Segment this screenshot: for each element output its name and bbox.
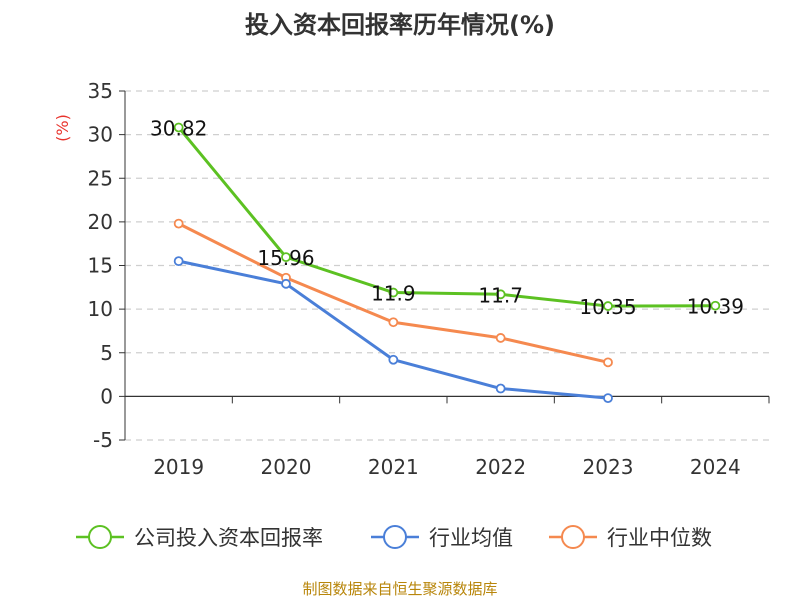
data-point [495,289,506,300]
x-tick-label: 2020 [261,455,312,479]
legend-label: 行业中位数 [607,526,712,550]
data-label: 10.39 [687,295,744,319]
y-tick-label: 25 [88,166,113,190]
data-point [603,393,613,404]
chart-title: 投入资本回报率历年情况(%) [245,11,555,39]
axes: -5 0 5 10 15 20 25 30 35 2019 2020 2021 2022 2023 2024 [88,79,770,479]
data-point [173,256,184,267]
y-tick-label: 20 [88,210,113,234]
x-tick-label: 2023 [583,455,634,479]
data-point [173,122,184,133]
data-point [710,300,721,311]
data-label: 11.9 [371,282,416,306]
data-point [603,357,613,368]
data-label: 11.7 [478,283,523,307]
data-label: 10.35 [579,295,636,319]
data-labels: 30.82 15.96 11.9 11.7 10.35 10.39 [150,116,744,319]
x-tick-label: 2019 [153,455,204,479]
legend-label: 公司投入资本回报率 [134,526,323,550]
data-point [281,252,291,263]
legend-item[interactable]: 公司投入资本回报率 [76,525,323,550]
y-tick-label: 30 [88,123,113,147]
x-tick-label: 2021 [368,455,419,479]
x-tick-label: 2024 [690,455,741,479]
data-point [388,287,399,298]
legend-label: 行业均值 [429,526,513,550]
data-point [388,317,399,328]
y-tick-label: 5 [100,341,113,365]
data-source-note: 制图数据来自恒生聚源数据库 [302,580,497,598]
data-point [603,301,613,311]
legend[interactable]: 公司投入资本回报率 行业均值 行业中位数 [76,525,712,550]
legend-marker [88,525,112,549]
y-tick-label: -5 [93,428,113,452]
data-point [281,278,291,289]
legend-marker [383,525,407,549]
y-tick-label: 35 [88,79,113,103]
grid-lines [125,90,769,441]
data-point [495,383,506,394]
data-point [495,333,506,343]
legend-item[interactable]: 行业中位数 [549,525,712,550]
data-point [388,354,399,365]
legend-marker [561,525,585,549]
series-lines [173,122,721,404]
data-label: 30.82 [150,116,207,140]
data-point [173,218,184,229]
x-tick-label: 2022 [475,455,526,479]
data-label: 15.96 [257,246,314,270]
y-tick-label: 0 [100,384,113,408]
series-line [177,125,717,308]
y-axis-label: (%) [53,114,72,142]
legend-item[interactable]: 行业均值 [371,525,513,550]
y-tick-label: 15 [88,254,113,278]
y-tick-label: 10 [88,297,113,321]
